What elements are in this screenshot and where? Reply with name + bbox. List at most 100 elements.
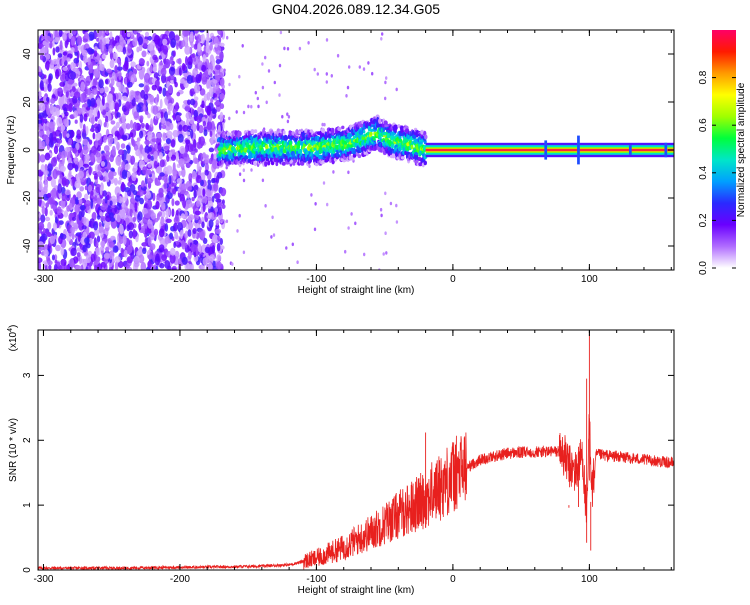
heatmap-cell — [125, 264, 130, 269]
heatmap-cell — [133, 111, 139, 120]
heatmap-cell — [382, 127, 386, 133]
heatmap-cell — [138, 160, 145, 169]
heatmap-cell — [61, 193, 67, 202]
snr-frame — [37, 329, 675, 571]
heatmap-cell — [95, 152, 101, 158]
heatmap-cell — [267, 160, 271, 166]
heatmap-cell — [115, 156, 122, 167]
heatmap-cell — [112, 245, 119, 253]
heatmap-cell — [169, 56, 174, 65]
heatmap-cell — [63, 86, 69, 92]
heatmap-cell — [101, 53, 107, 60]
heatmap-cell — [283, 134, 288, 141]
heatmap-cell — [73, 91, 81, 99]
heatmap-cell — [114, 64, 118, 75]
heatmap-cell — [108, 101, 115, 111]
heatmap-cell — [81, 106, 86, 115]
heatmap-cell — [88, 112, 93, 118]
heatmap-cell — [326, 202, 329, 207]
heatmap-cell — [122, 63, 129, 72]
heatmap-cell — [196, 115, 202, 124]
heatmap-cell — [193, 189, 197, 199]
heatmap-cell — [264, 161, 268, 167]
heatmap-cell — [290, 144, 293, 150]
heatmap-cell — [44, 43, 48, 54]
heatmap-cell — [139, 58, 146, 65]
heatmap-cell — [78, 210, 82, 221]
heatmap-cell — [44, 152, 51, 161]
heatmap-cell — [95, 139, 99, 148]
heatmap-cell — [345, 94, 348, 98]
heatmap-cell — [182, 124, 189, 132]
heatmap-cell — [72, 86, 76, 93]
heatmap-cell — [212, 93, 217, 98]
heatmap-cell — [116, 141, 120, 151]
heatmap-cell — [149, 243, 156, 251]
y-tick-label: 40 — [22, 48, 33, 60]
heatmap-cell — [266, 133, 271, 138]
heatmap-cell — [153, 151, 159, 160]
heatmap-cell — [202, 257, 208, 266]
heatmap-cell — [212, 79, 218, 84]
heatmap-cell — [47, 163, 53, 172]
heatmap-cell — [154, 218, 159, 223]
heatmap-cell — [346, 85, 350, 90]
heatmap-cell — [212, 85, 217, 94]
heatmap-cell — [107, 135, 114, 145]
heatmap-cell — [52, 168, 58, 180]
heatmap-cell — [150, 230, 155, 241]
heatmap-cell — [159, 262, 165, 269]
heatmap-cell — [313, 227, 317, 232]
heatmap-cell — [79, 204, 86, 211]
heatmap-cell — [203, 129, 208, 137]
heatmap-cell — [47, 221, 52, 230]
heatmap-cell — [38, 104, 41, 110]
heatmap-cell — [104, 86, 109, 93]
heatmap-cell — [104, 195, 108, 204]
heatmap-cell — [43, 227, 46, 234]
heatmap-cell — [81, 225, 87, 230]
heatmap-cell — [204, 169, 209, 176]
heatmap-cell — [348, 65, 351, 69]
heatmap-cell — [109, 252, 113, 260]
heatmap-cell — [201, 76, 208, 85]
heatmap-cell — [228, 160, 232, 165]
heatmap-cell — [136, 46, 140, 53]
heatmap-cell — [75, 197, 79, 205]
heatmap-cell — [166, 165, 173, 175]
heatmap-cell — [138, 69, 145, 77]
heatmap-cell — [61, 155, 65, 165]
heatmap-cell — [201, 221, 205, 229]
heatmap-cell — [162, 38, 168, 46]
heatmap-cell — [219, 238, 223, 245]
heatmap-cell — [54, 37, 60, 43]
heatmap-cell — [70, 220, 75, 227]
heatmap-cell — [193, 109, 198, 118]
heatmap-cell — [121, 116, 126, 124]
heatmap-cell — [628, 145, 632, 155]
heatmap-cell — [212, 57, 216, 68]
heatmap-cell — [45, 216, 51, 222]
heatmap-cell — [149, 65, 153, 73]
heatmap-cell — [168, 151, 173, 158]
heatmap-cell — [146, 187, 150, 196]
heatmap-cell — [271, 215, 274, 220]
heatmap-cell — [191, 170, 197, 180]
heatmap-cell — [187, 229, 192, 237]
heatmap-cell — [91, 88, 98, 95]
heatmap-cell — [130, 119, 133, 129]
heatmap-cell — [94, 195, 98, 202]
heatmap-cell — [133, 260, 140, 268]
heatmap-cell — [138, 36, 143, 46]
heatmap-cell — [253, 161, 258, 167]
heatmap-cell — [82, 138, 89, 146]
heatmap-cell — [114, 102, 120, 112]
heatmap-cell — [132, 37, 138, 47]
heatmap-cell — [359, 123, 364, 128]
heatmap-cell — [105, 246, 110, 253]
heatmap-cell — [66, 264, 70, 270]
heatmap-cell — [208, 212, 212, 218]
heatmap-cell — [187, 56, 193, 66]
heatmap-cell — [38, 261, 42, 270]
heatmap-cell — [72, 147, 77, 154]
